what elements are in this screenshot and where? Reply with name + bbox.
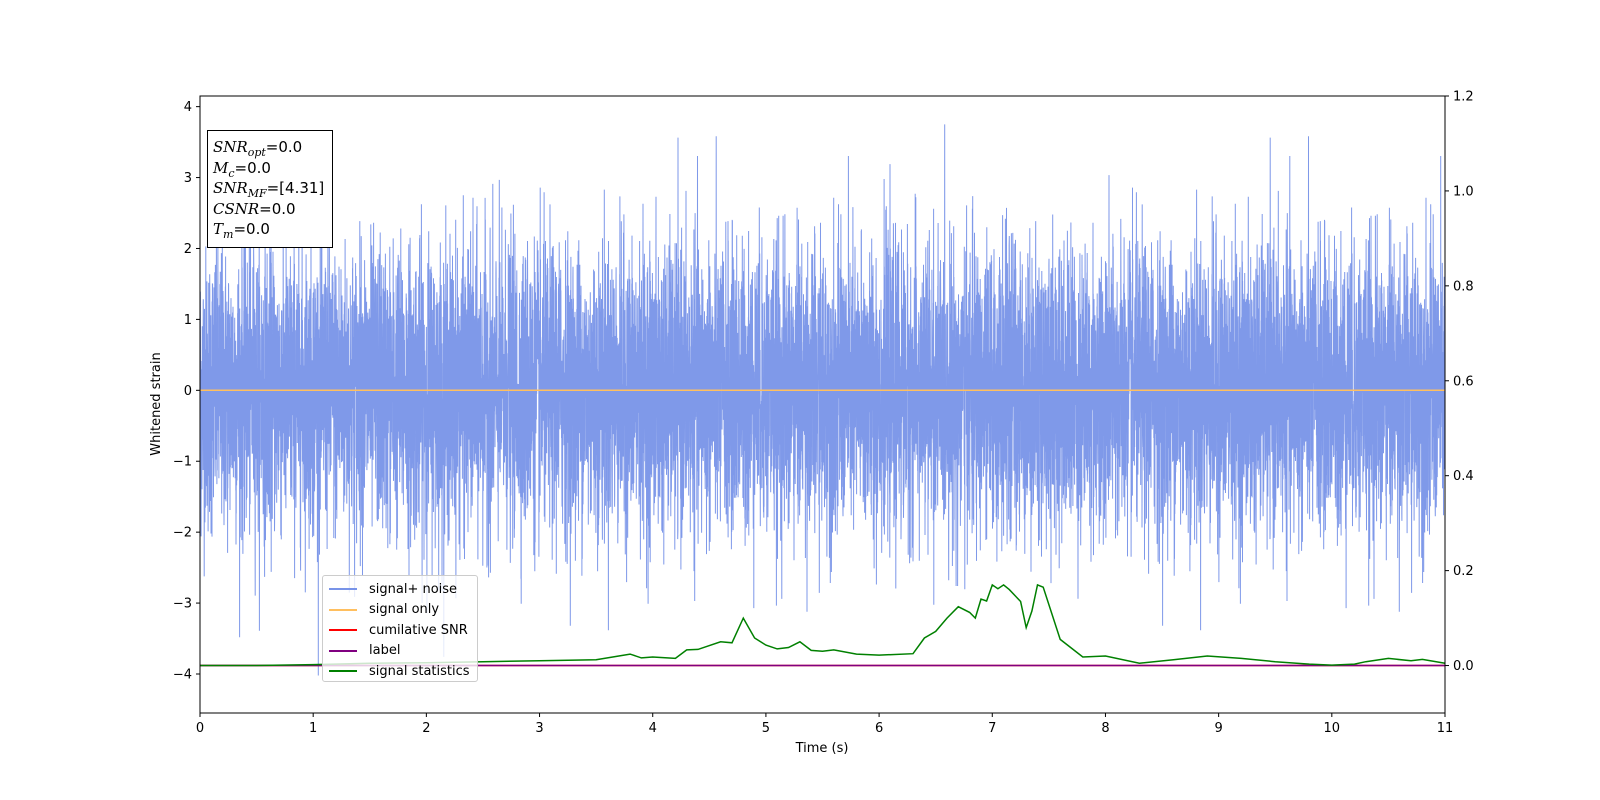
signal-noise-series <box>199 124 1446 676</box>
y-tick-right-label: 0.6 <box>1453 374 1474 389</box>
signal-statistics-line <box>200 583 1446 667</box>
legend-item: cumilative SNR <box>329 620 471 641</box>
legend-item: signal+ noise <box>329 579 471 600</box>
legend-item: signal statistics <box>329 661 471 682</box>
x-tick-label: 4 <box>649 721 657 736</box>
legend-item: label <box>329 641 471 662</box>
y-tick-right-label: 1.2 <box>1453 90 1474 105</box>
legend-label: cumilative SNR <box>369 622 468 638</box>
x-tick-label: 2 <box>422 721 430 736</box>
ticks-layer: 0 1 2 3 4 5 6 7 8 9 10 11 −4 −3 −2 −1 0 1 2 3 4 0.0 0.2 0.4 0.6 0… <box>173 90 1474 737</box>
y-tick-right-label: 0.0 <box>1453 659 1474 674</box>
legend-swatch <box>329 670 357 673</box>
y-tick-left-label: −2 <box>173 526 192 541</box>
legend-swatch <box>329 588 357 591</box>
signal-noise-line <box>199 124 1446 676</box>
x-tick-label: 7 <box>988 721 996 736</box>
legend-item: signal only <box>329 600 471 621</box>
legend-label: signal+ noise <box>369 581 458 597</box>
x-tick-label: 5 <box>762 721 770 736</box>
legend-label: signal only <box>369 602 440 618</box>
legend-label: signal statistics <box>369 663 470 679</box>
plot-frame <box>199 95 1446 714</box>
info-box: SNRopt=0.0 Mc=0.0 SNRMF=[4.31] CSNR=0.0 … <box>207 130 333 248</box>
legend-swatch <box>329 649 357 652</box>
y-tick-left-label: 1 <box>184 313 192 328</box>
x-tick-label: 6 <box>875 721 883 736</box>
x-tick-label: 9 <box>1214 721 1222 736</box>
legend-swatch <box>329 608 357 611</box>
info-snr-mf: SNRMF=[4.31] <box>213 179 325 200</box>
x-axis-label: Time (s) <box>795 741 849 756</box>
y-tick-left-label: −1 <box>173 455 192 470</box>
y-tick-left-label: −3 <box>173 597 192 612</box>
y-tick-right-label: 0.4 <box>1453 469 1474 484</box>
legend: signal+ noise signal only cumilative SNR… <box>322 575 478 682</box>
x-tick-label: 0 <box>196 721 204 736</box>
info-csnr: CSNR=0.0 <box>213 199 296 218</box>
y-tick-right-label: 1.0 <box>1453 184 1474 199</box>
y-tick-right-label: 0.8 <box>1453 279 1474 294</box>
info-snr-opt: SNRopt=0.0 <box>213 138 303 159</box>
legend-label: label <box>369 643 401 659</box>
y-tick-left-label: 2 <box>184 242 192 257</box>
y-tick-left-label: 3 <box>184 171 192 186</box>
y-tick-right-label: 0.2 <box>1453 564 1474 579</box>
y-tick-left-label: 0 <box>184 384 192 399</box>
x-tick-label: 11 <box>1437 721 1454 736</box>
x-tick-label: 1 <box>309 721 317 736</box>
legend-swatch <box>329 629 357 632</box>
info-tm: Tm=0.0 <box>213 220 270 241</box>
x-tick-label: 10 <box>1324 721 1341 736</box>
y-tick-left-label: −4 <box>173 667 192 682</box>
y-tick-left-label: 4 <box>184 100 192 115</box>
x-tick-label: 8 <box>1101 721 1109 736</box>
info-mc: Mc=0.0 <box>213 158 271 180</box>
x-tick-label: 3 <box>535 721 543 736</box>
y-axis-label: Whitened strain <box>149 352 164 455</box>
